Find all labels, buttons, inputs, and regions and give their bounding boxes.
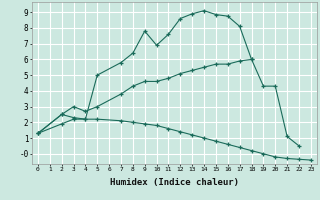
X-axis label: Humidex (Indice chaleur): Humidex (Indice chaleur) <box>110 178 239 187</box>
